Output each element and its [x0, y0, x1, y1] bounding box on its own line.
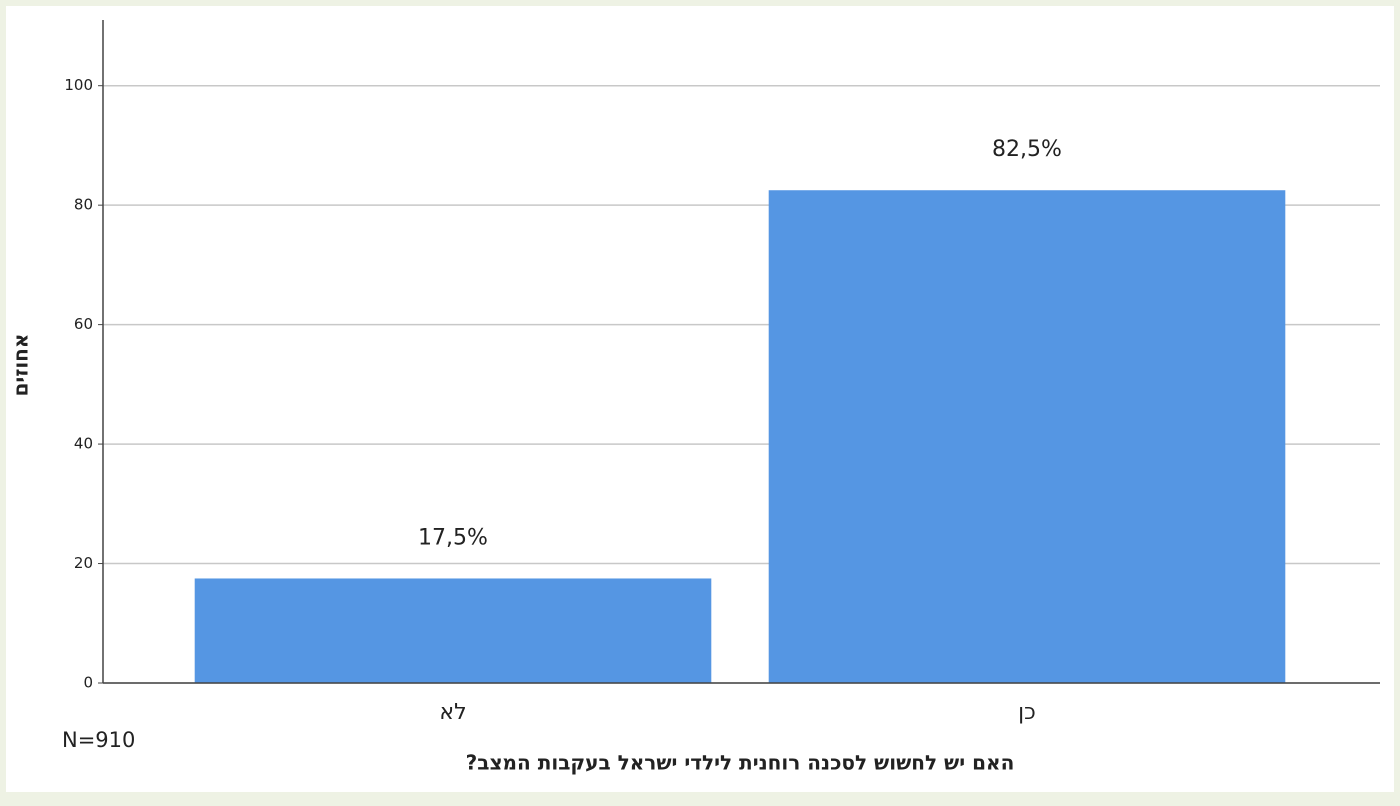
x-axis-title: האם יש לחשוש לסכנה רוחנית לילדי ישראל בע…	[466, 751, 1015, 775]
y-tick-label: 20	[74, 554, 93, 572]
y-axis-title: אחוזים	[9, 334, 33, 397]
bar	[768, 190, 1286, 683]
x-tick-label: לא	[439, 700, 466, 725]
y-tick-label: 100	[64, 76, 93, 94]
note: N=910	[62, 728, 135, 752]
y-tick-label: 60	[74, 315, 93, 333]
value-label: 17,5%	[418, 525, 488, 550]
x-tick-label: כן	[1018, 700, 1036, 725]
value-label: 82,5%	[992, 137, 1062, 162]
y-tick-label: 0	[83, 674, 93, 692]
bar	[194, 578, 712, 683]
y-tick-label: 80	[74, 196, 93, 214]
y-tick-label: 40	[74, 435, 93, 453]
